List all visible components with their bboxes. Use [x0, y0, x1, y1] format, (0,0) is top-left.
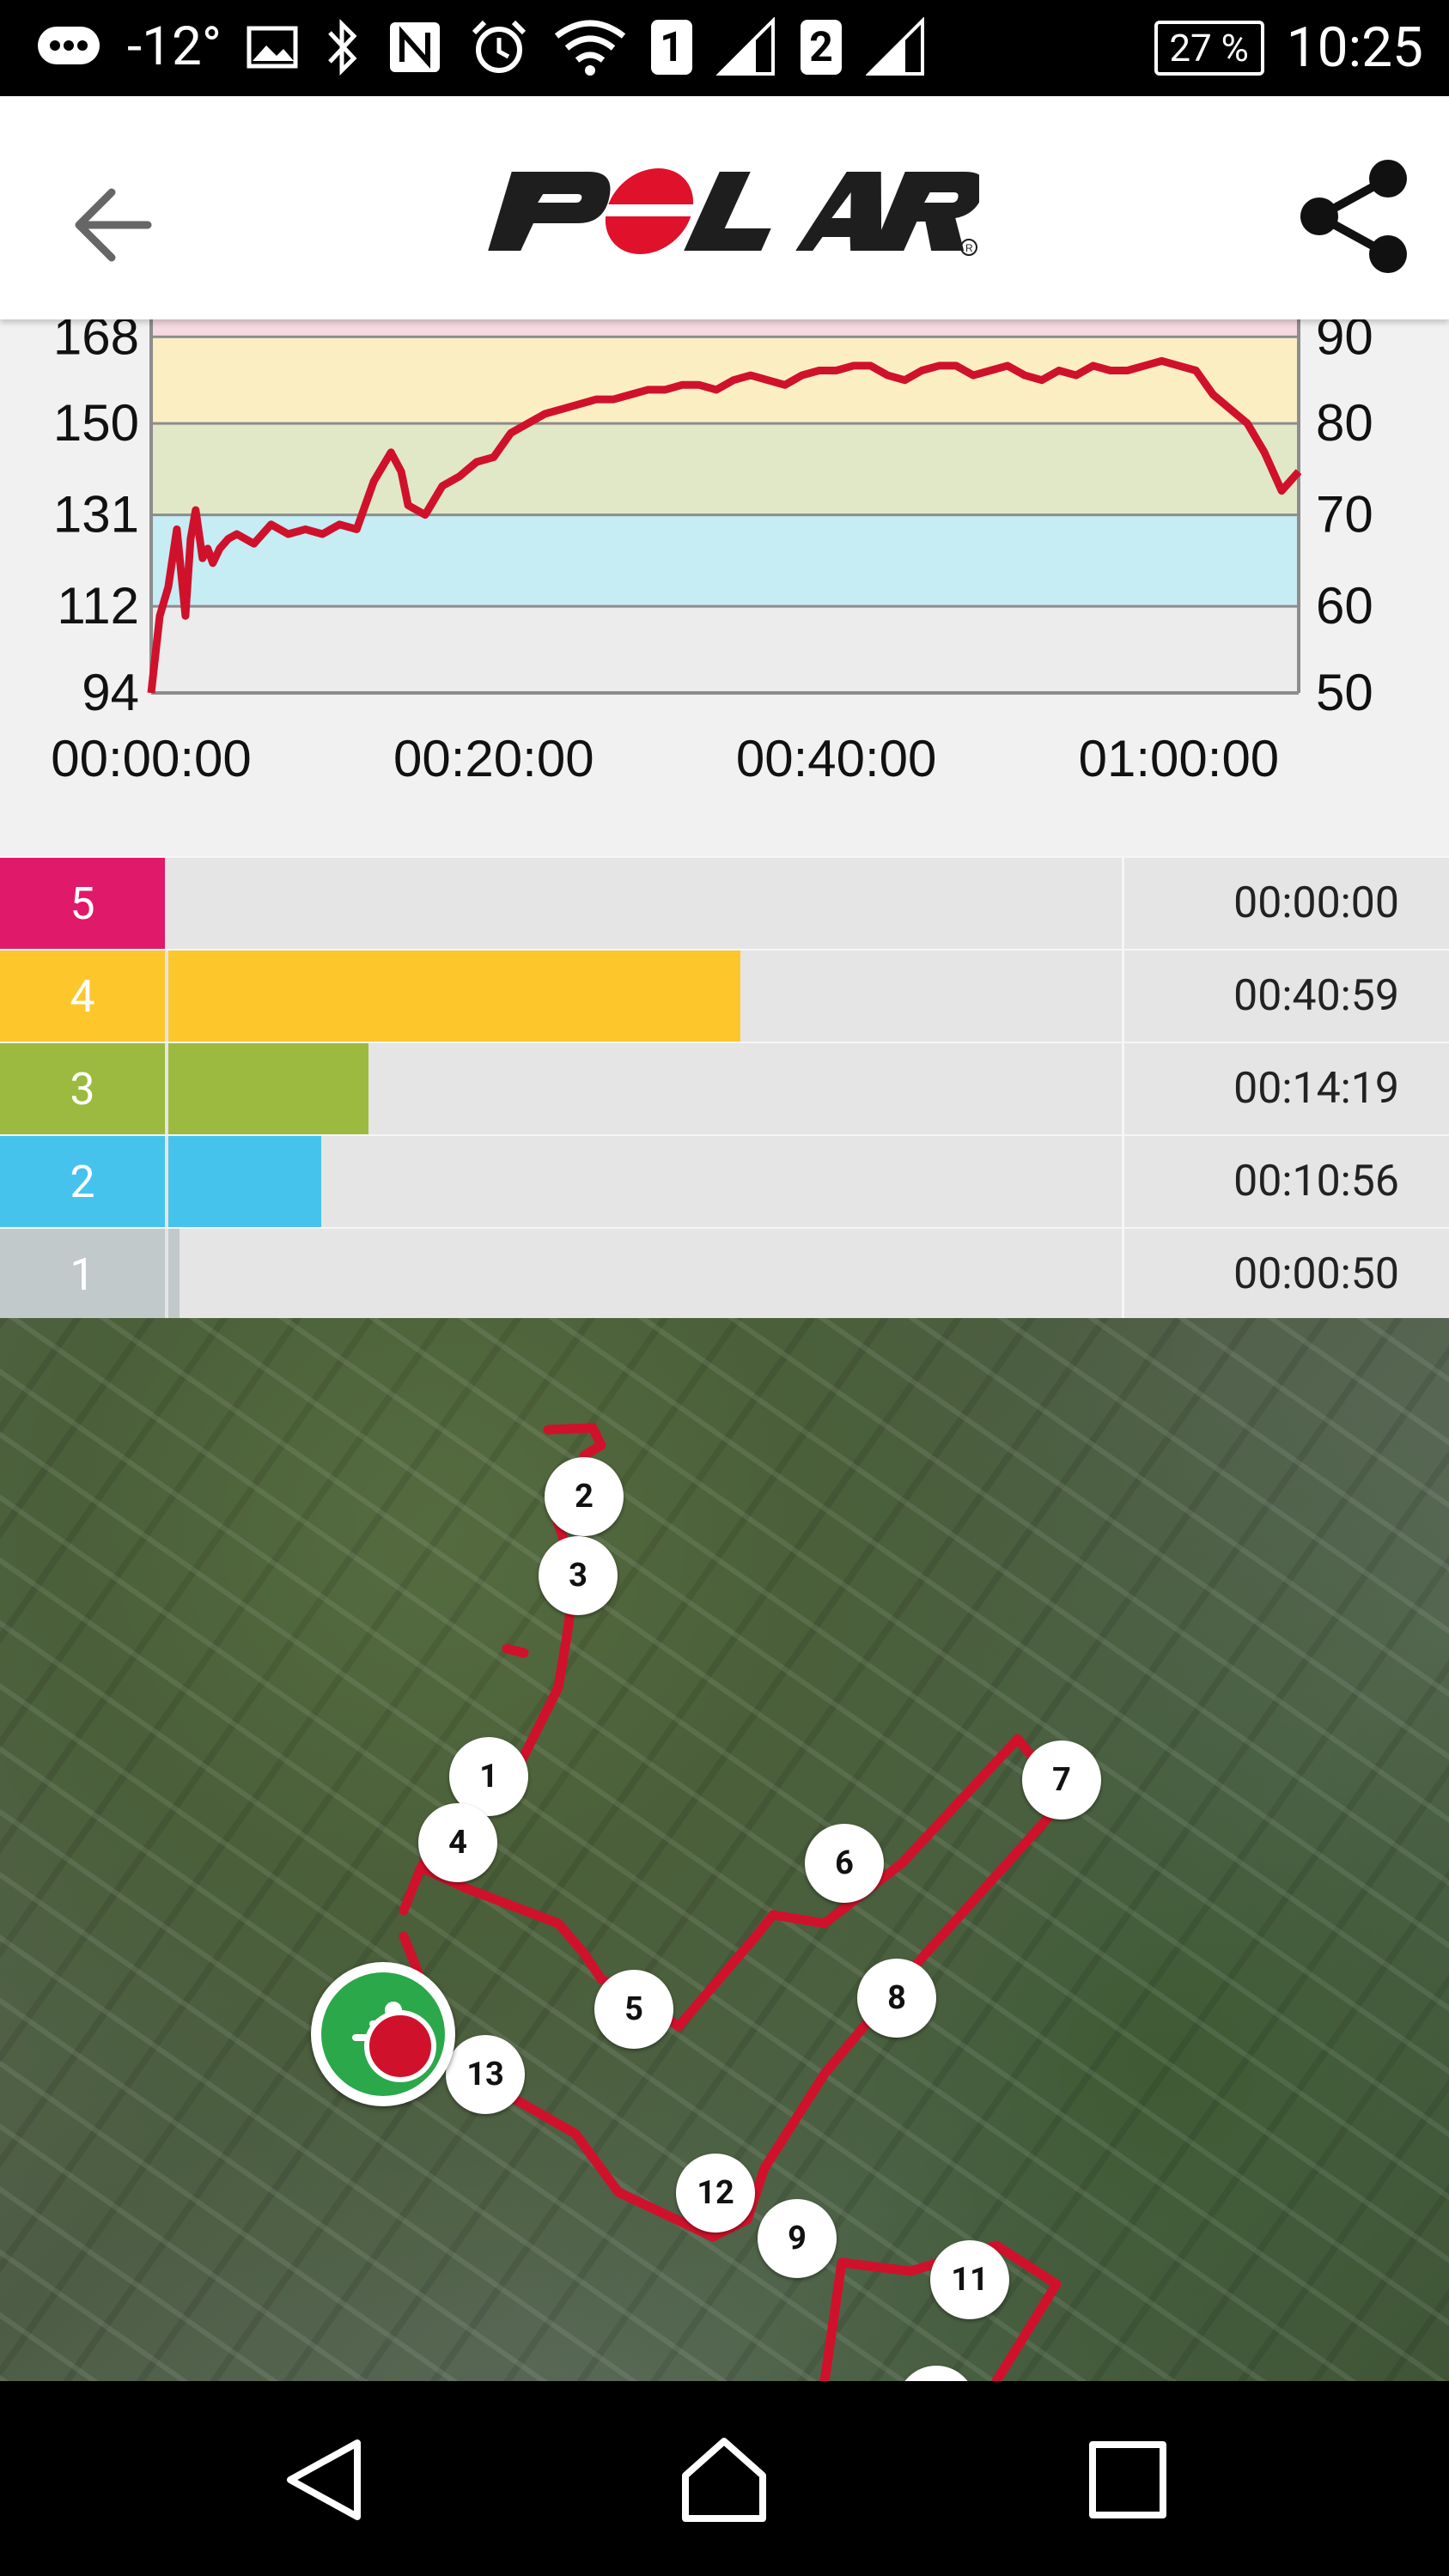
arrow-left-icon[interactable]	[62, 173, 165, 276]
lap-marker-label: 11	[951, 2261, 989, 2299]
lap-marker-13[interactable]: 13	[446, 2035, 525, 2114]
share-icon[interactable]	[1294, 156, 1414, 276]
heart-rate-chart-svg: 94 112 131 150 168 50 60 70 80 90 00:00:00 00:20:00…	[51, 319, 1373, 787]
battery-label: 27 %	[1169, 25, 1249, 70]
alarm-icon	[472, 20, 527, 73]
zone-number: 4	[0, 951, 165, 1042]
heart-rate-line	[147, 356, 1302, 694]
zone-time: 00:00:50	[1233, 1249, 1399, 1299]
x-tick-label: 00:40:00	[736, 730, 937, 787]
lap-marker-3[interactable]: 3	[539, 1536, 618, 1615]
right-tick-label: 80	[1316, 394, 1373, 452]
zone-row-5: 5 00:00:00	[0, 856, 1449, 949]
clock: 10:25	[1286, 15, 1423, 80]
left-tick-label: 94	[82, 664, 139, 721]
zone-divider	[1122, 1229, 1124, 1320]
zone-divider	[1122, 1136, 1124, 1227]
lap-marker-12[interactable]: 12	[676, 2154, 755, 2233]
zone-time-bar	[168, 1043, 369, 1134]
lap-marker-1[interactable]: 1	[449, 1737, 528, 1816]
left-tick-label: 131	[53, 486, 139, 544]
sim2-indicator: 2	[800, 19, 842, 75]
lap-marker-label: 4	[448, 1824, 467, 1862]
bluetooth-icon	[328, 18, 357, 76]
signal-icon	[715, 16, 775, 76]
zone-time: 00:00:00	[1233, 878, 1399, 928]
lap-marker-label: 12	[697, 2174, 734, 2212]
zone-divider	[1122, 951, 1124, 1042]
message-icon	[38, 26, 100, 64]
lap-marker-label: 3	[569, 1557, 588, 1595]
zone-number: 5	[0, 858, 165, 949]
lap-marker-label: 8	[887, 1979, 906, 2017]
left-tick-label: 150	[53, 394, 139, 452]
zone-divider	[1122, 858, 1124, 949]
x-tick-label: 00:20:00	[393, 730, 594, 787]
x-tick-label: 00:00:00	[51, 730, 252, 787]
lap-marker-4[interactable]: 4	[418, 1803, 497, 1882]
zone-number: 3	[0, 1043, 165, 1134]
left-tick-label: 112	[57, 577, 139, 635]
zone-time: 00:40:59	[1233, 971, 1399, 1021]
right-tick-label: 70	[1316, 486, 1373, 544]
nav-home-icon[interactable]	[677, 2433, 771, 2527]
zone-row-3: 3 00:14:19	[0, 1042, 1449, 1134]
zone-row-2: 2 00:10:56	[0, 1134, 1449, 1227]
lap-marker-label: 7	[1052, 1761, 1071, 1799]
lap-marker-2[interactable]: 2	[545, 1457, 624, 1536]
heart-rate-zones: 5 00:00:00 4 00:40:59 3 00:14:19 2 00:10:56 1 00:…	[0, 856, 1449, 1320]
lap-marker-9[interactable]: 9	[758, 2199, 837, 2278]
zone-time-bar	[168, 1229, 180, 1320]
nav-back-icon[interactable]	[275, 2433, 369, 2527]
zone-band-3	[151, 423, 1299, 515]
zone-number: 1	[0, 1229, 165, 1320]
zone-number: 2	[0, 1136, 165, 1227]
nfc-icon	[389, 21, 440, 72]
sim1-indicator: 1	[650, 19, 692, 75]
app-bar: R POLAR	[0, 96, 1449, 319]
lap-marker-6[interactable]: 6	[805, 1824, 884, 1903]
zone-row-4: 4 00:40:59	[0, 949, 1449, 1042]
zone-time-bar	[168, 1136, 321, 1227]
route-map[interactable]: 2 3 1 4 5 6 7 8 13 12 9 11	[0, 1318, 1449, 2381]
zone-divider	[1122, 1043, 1124, 1134]
zone-band-4	[151, 337, 1299, 424]
zone-time-bar	[168, 951, 740, 1042]
system-nav-bar	[0, 2381, 1449, 2576]
x-tick-label: 01:00:00	[1079, 730, 1280, 787]
lap-marker-11[interactable]: 11	[930, 2240, 1009, 2319]
current-position-dot	[364, 2010, 436, 2082]
lap-marker-label: 1	[479, 1758, 498, 1795]
left-tick-label: 168	[53, 319, 139, 365]
lap-marker-7[interactable]: 7	[1022, 1741, 1101, 1820]
image-icon	[247, 26, 298, 68]
temperature-label: -12°	[127, 15, 222, 78]
lap-marker-8[interactable]: 8	[857, 1959, 936, 2038]
zone-time: 00:10:56	[1233, 1157, 1399, 1206]
status-bar: -12° 1 2 27 % 10:25	[0, 0, 1449, 96]
lap-marker-label: 5	[624, 1990, 643, 2028]
lap-marker-5[interactable]: 5	[594, 1970, 673, 2049]
nav-recents-icon[interactable]	[1081, 2433, 1175, 2527]
lap-marker-label: 6	[835, 1844, 854, 1882]
zone-row-1: 1 00:00:50	[0, 1227, 1449, 1320]
wifi-icon	[554, 20, 626, 76]
start-marker[interactable]	[311, 1962, 455, 2106]
polar-logo: R POLAR	[481, 155, 985, 266]
lap-marker-label: 13	[466, 2056, 504, 2093]
signal-icon	[865, 16, 924, 76]
right-tick-label: 60	[1316, 577, 1373, 635]
svg-text:R: R	[965, 242, 973, 254]
lap-marker-label: 9	[788, 2220, 807, 2257]
lap-marker-label: 2	[575, 1478, 594, 1516]
zone-time: 00:14:19	[1233, 1064, 1399, 1114]
heart-rate-chart: 94 112 131 150 168 50 60 70 80 90 00:00:00 00:20:00…	[0, 319, 1449, 856]
zone-band-5	[151, 319, 1299, 337]
zone-band-2	[151, 514, 1299, 607]
battery-indicator: 27 %	[1154, 20, 1264, 76]
right-tick-label: 50	[1316, 664, 1373, 721]
right-tick-label: 90	[1316, 319, 1373, 365]
